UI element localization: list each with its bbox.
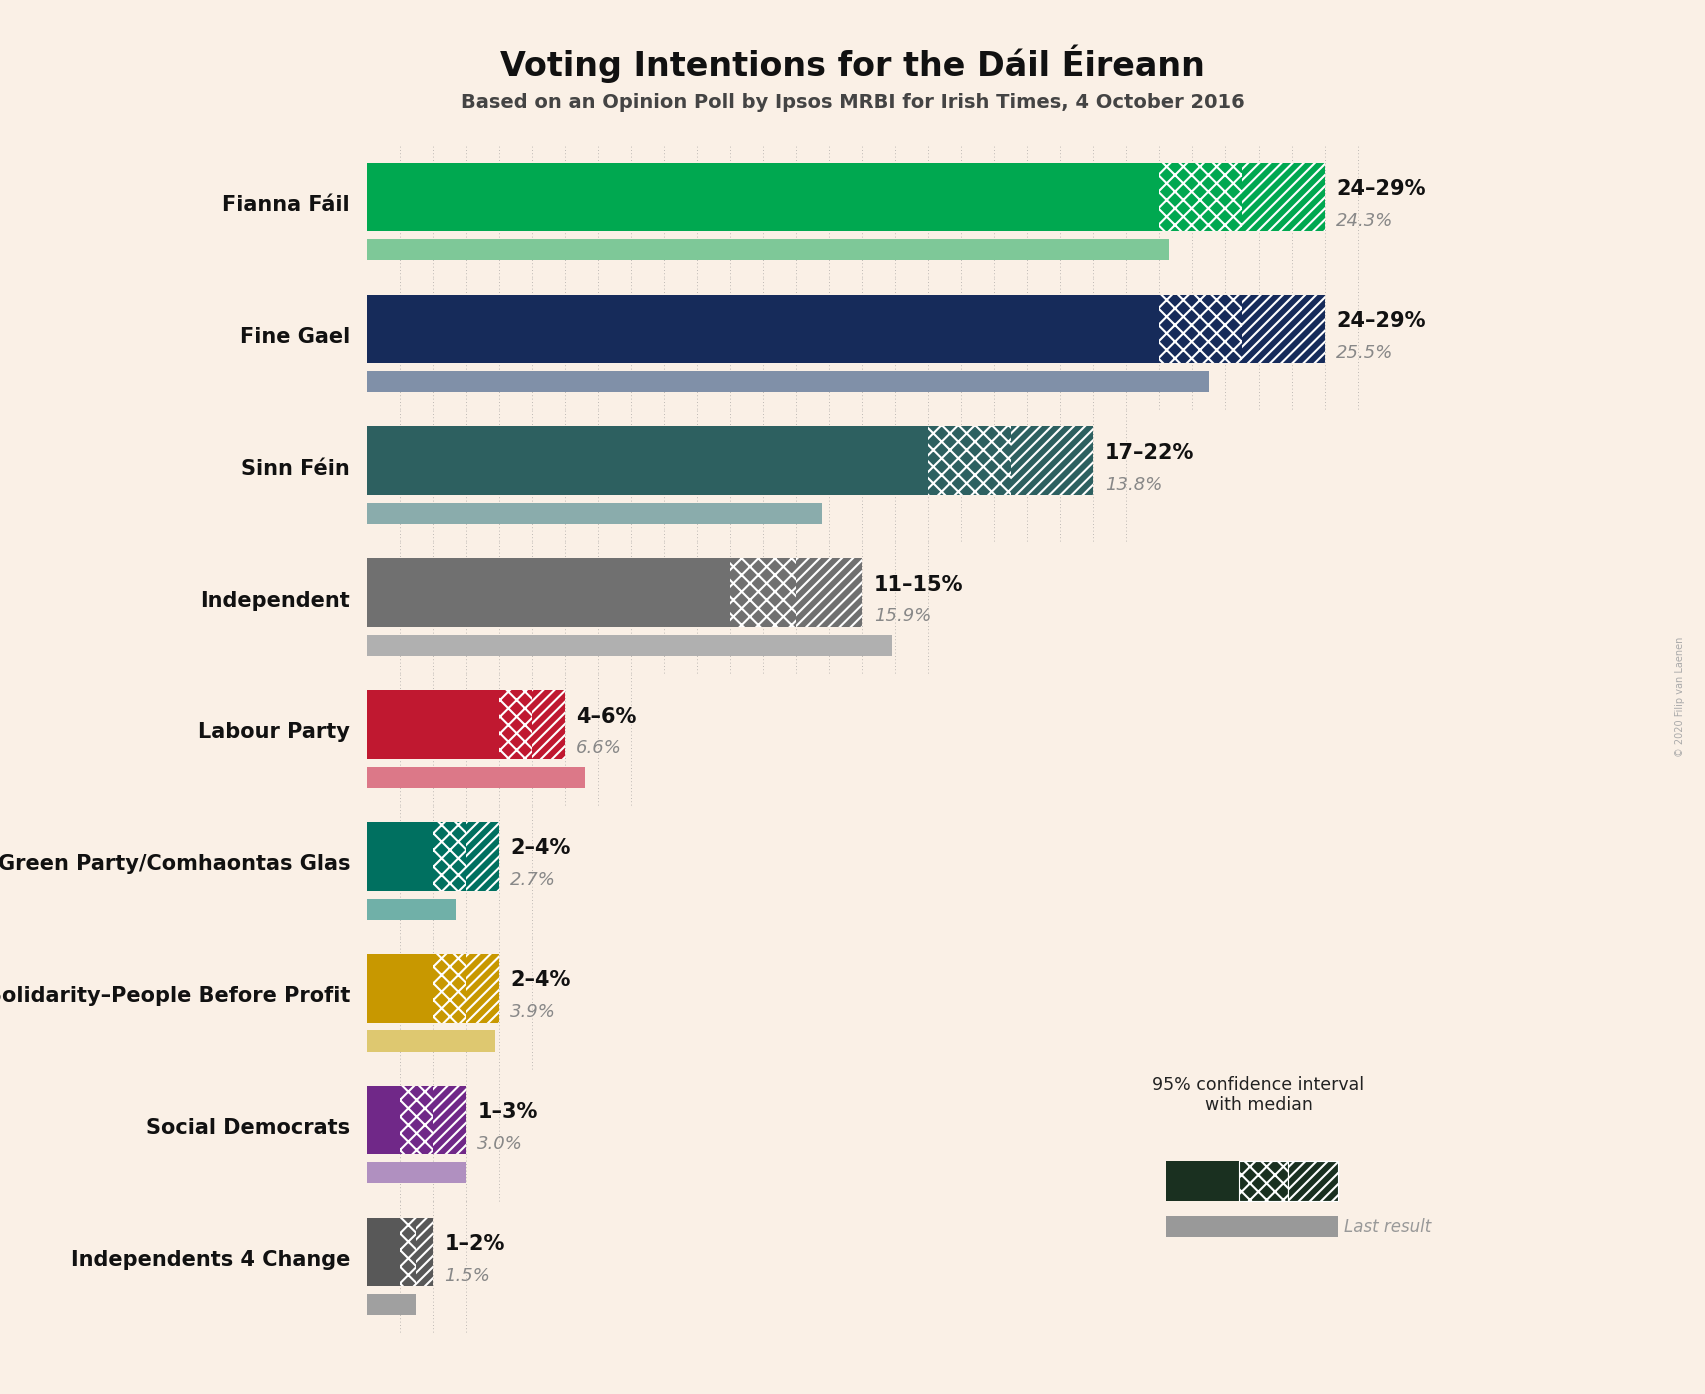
Bar xyxy=(367,690,498,758)
Text: 95% confidence interval
with median: 95% confidence interval with median xyxy=(1153,1076,1364,1114)
Bar xyxy=(367,427,928,495)
Bar xyxy=(465,822,498,891)
Bar xyxy=(433,953,465,1023)
Text: Green Party/Comhaontas Glas: Green Party/Comhaontas Glas xyxy=(0,855,350,874)
Bar xyxy=(367,559,730,627)
Text: 11–15%: 11–15% xyxy=(873,574,963,595)
Bar xyxy=(1159,163,1241,231)
Text: 15.9%: 15.9% xyxy=(873,608,931,626)
Bar xyxy=(367,503,822,524)
Bar xyxy=(465,953,498,1023)
Text: 25.5%: 25.5% xyxy=(1337,344,1393,361)
Bar xyxy=(367,822,433,891)
Text: 6.6%: 6.6% xyxy=(576,739,622,757)
Text: 24.3%: 24.3% xyxy=(1337,212,1393,230)
Text: Voting Intentions for the Dáil Éireann: Voting Intentions for the Dáil Éireann xyxy=(500,45,1205,84)
Text: 1.5%: 1.5% xyxy=(445,1267,489,1285)
Bar xyxy=(367,634,892,657)
Text: 3.0%: 3.0% xyxy=(477,1135,523,1153)
Text: Last result: Last result xyxy=(1344,1218,1432,1236)
Bar xyxy=(367,1086,399,1154)
Bar xyxy=(367,1294,416,1316)
Bar xyxy=(367,240,1170,261)
Text: 24–29%: 24–29% xyxy=(1337,311,1425,330)
Text: 2.7%: 2.7% xyxy=(510,871,556,889)
Text: Sinn Féin: Sinn Féin xyxy=(242,459,350,478)
Text: 3.9%: 3.9% xyxy=(510,1002,556,1020)
Bar xyxy=(1166,1217,1338,1238)
Text: 13.8%: 13.8% xyxy=(1105,475,1163,493)
Text: Based on an Opinion Poll by Ipsos MRBI for Irish Times, 4 October 2016: Based on an Opinion Poll by Ipsos MRBI f… xyxy=(460,93,1245,113)
Text: 1–2%: 1–2% xyxy=(445,1234,505,1255)
Bar xyxy=(399,1218,416,1287)
Bar xyxy=(1166,1161,1238,1200)
Bar xyxy=(367,163,1159,231)
Bar xyxy=(1241,163,1325,231)
Bar xyxy=(367,371,1209,392)
Bar xyxy=(433,1086,465,1154)
Text: Independents 4 Change: Independents 4 Change xyxy=(70,1250,350,1270)
Bar xyxy=(1011,427,1093,495)
Text: 1–3%: 1–3% xyxy=(477,1103,537,1122)
Bar xyxy=(399,1086,433,1154)
Bar xyxy=(1241,294,1325,364)
Bar xyxy=(367,953,433,1023)
Text: 24–29%: 24–29% xyxy=(1337,180,1425,199)
Bar xyxy=(498,690,532,758)
Text: Fine Gael: Fine Gael xyxy=(240,326,350,347)
Text: 2–4%: 2–4% xyxy=(510,970,571,990)
Text: Fianna Fáil: Fianna Fáil xyxy=(222,195,350,215)
Bar xyxy=(532,690,564,758)
Text: Labour Party: Labour Party xyxy=(198,722,350,743)
Text: 2–4%: 2–4% xyxy=(510,838,571,859)
Bar xyxy=(416,1218,433,1287)
Bar xyxy=(367,1218,399,1287)
Text: 17–22%: 17–22% xyxy=(1105,443,1194,463)
Bar xyxy=(367,294,1159,364)
Bar xyxy=(796,559,863,627)
Text: Independent: Independent xyxy=(199,591,350,611)
Bar xyxy=(1238,1161,1289,1200)
Bar xyxy=(433,822,465,891)
Bar xyxy=(1289,1161,1338,1200)
Text: 4–6%: 4–6% xyxy=(576,707,636,726)
Bar xyxy=(367,1163,465,1184)
Text: Social Democrats: Social Democrats xyxy=(147,1118,350,1138)
Bar xyxy=(367,899,455,920)
Bar xyxy=(367,1030,496,1051)
Bar xyxy=(1159,294,1241,364)
Text: Solidarity–People Before Profit: Solidarity–People Before Profit xyxy=(0,986,350,1006)
Bar xyxy=(367,767,585,788)
Bar xyxy=(730,559,796,627)
Bar xyxy=(928,427,1011,495)
Text: © 2020 Filip van Laenen: © 2020 Filip van Laenen xyxy=(1674,637,1685,757)
